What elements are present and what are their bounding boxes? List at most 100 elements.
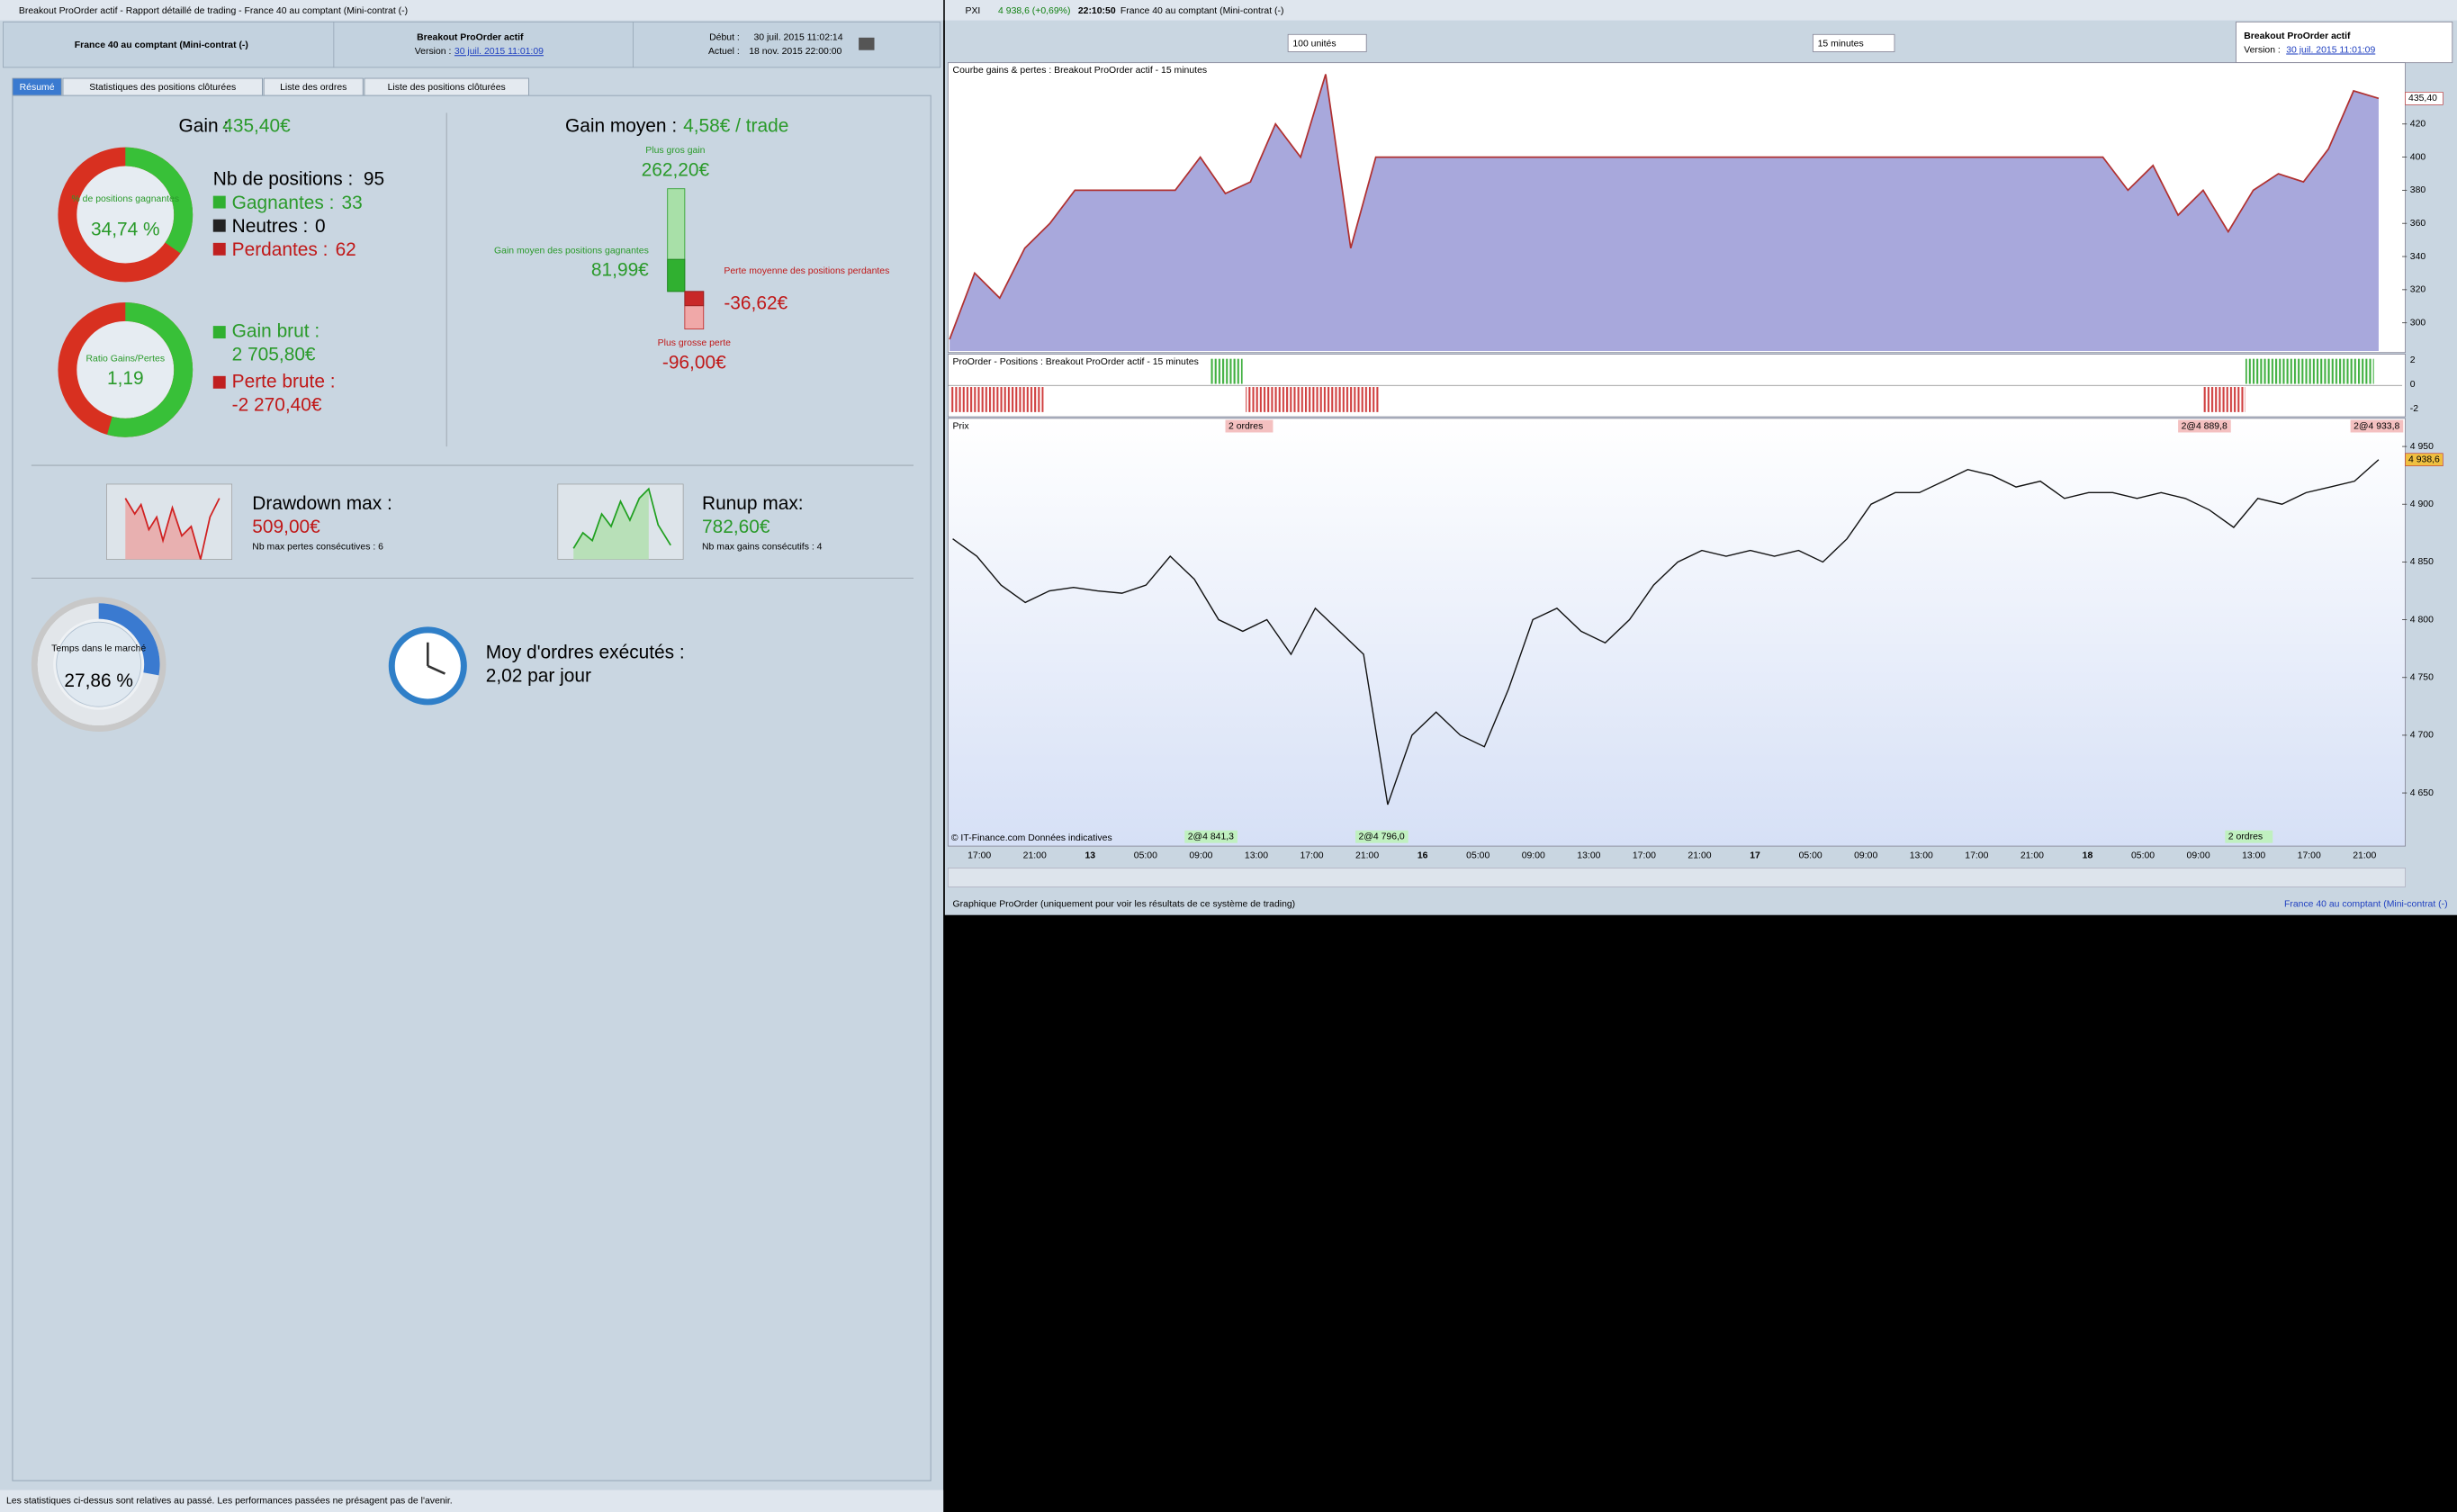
y-tick-label: 0 — [2410, 380, 2416, 390]
period-select[interactable] — [1812, 33, 1895, 52]
ratio-title: Ratio Gains/Pertes — [86, 354, 165, 364]
right-footer-link[interactable]: France 40 au comptant (Mini-contrat (-) — [2284, 899, 2448, 909]
equity-title: Courbe gains & pertes : Breakout ProOrde… — [953, 66, 1208, 76]
start-label: Début : — [709, 33, 740, 43]
worst: -96,00€ — [662, 352, 726, 373]
y-tick-label: 300 — [2410, 318, 2426, 328]
y-tick-label: 320 — [2410, 285, 2426, 295]
order-label: 2@4 933,8 — [2354, 421, 2399, 431]
ratio: 1,19 — [107, 368, 144, 389]
market-title: Temps dans le marché — [51, 644, 146, 654]
x-tick-label: 09:00 — [1189, 850, 1212, 860]
x-tick-label: 13:00 — [1245, 850, 1268, 860]
x-tick-label: 13 — [1084, 850, 1095, 860]
y-tick-label: 360 — [2410, 219, 2426, 229]
runup: 782,60€ — [702, 517, 770, 537]
avg-gain: 4,58€ / trade — [683, 116, 788, 137]
version[interactable]: 30 juil. 2015 11:01:09 — [454, 47, 544, 57]
size-select[interactable] — [1287, 33, 1367, 52]
y-tick-label: 4 650 — [2410, 788, 2434, 798]
positions-label: Nb de positions : — [213, 169, 354, 190]
right-title: France 40 au comptant (Mini-contrat (-) — [1120, 6, 1284, 16]
last-value: 4 938,6 — [2408, 454, 2440, 464]
x-tick-label: 05:00 — [1799, 850, 1822, 860]
last-value-box — [2405, 453, 2444, 467]
x-tick-label: 21:00 — [2020, 850, 2044, 860]
x-tick-label: 16 — [1418, 850, 1428, 860]
order-label: 2@4 796,0 — [1359, 832, 1405, 842]
win-pct: 34,74 % — [91, 219, 160, 239]
orders-label: Moy d'ordres exécutés : — [486, 642, 685, 662]
order-tag — [1184, 830, 1238, 843]
version-label: Version : — [415, 47, 452, 57]
order-label: 2 ordres — [1228, 421, 1263, 431]
x-tick-label: 17:00 — [1633, 850, 1656, 860]
gross-gain: 2 705,80€ — [232, 345, 316, 365]
line — [949, 74, 2380, 340]
donut-bg — [68, 313, 182, 427]
x-tick-label: 05:00 — [1466, 850, 1490, 860]
market-time: 27,86 % — [64, 670, 133, 691]
x-tick-label: 17:00 — [1965, 850, 1988, 860]
y-tick-label: 420 — [2410, 120, 2426, 130]
drawdown: 509,00€ — [252, 517, 320, 537]
neutral-label: Neutres : — [232, 216, 309, 237]
best: 262,20€ — [642, 159, 710, 180]
content-panel — [12, 94, 932, 1481]
gross-loss-label: Perte brute : — [232, 371, 336, 392]
x-tick-label: 18 — [2083, 850, 2093, 860]
system: Breakout ProOrder actif — [417, 33, 524, 43]
y-tick-label: 4 900 — [2410, 500, 2434, 509]
version[interactable]: 30 juil. 2015 11:01:09 — [2286, 45, 2375, 55]
line — [952, 459, 2380, 806]
header — [3, 21, 941, 68]
order-label: 2@4 889,8 — [2182, 421, 2228, 431]
y-tick-label: 4 850 — [2410, 557, 2434, 567]
current: 18 nov. 2015 22:00:00 — [749, 47, 842, 57]
x-tick-label: 17:00 — [968, 850, 991, 860]
current-label: Actuel : — [708, 47, 740, 57]
version-label: Version : — [2244, 45, 2281, 55]
period: 15 minutes — [1818, 40, 1864, 50]
order-label: 2@4 841,3 — [1188, 832, 1234, 842]
ring-arc — [37, 603, 160, 726]
x-tick-label: 05:00 — [2131, 850, 2155, 860]
order-tag — [2225, 830, 2273, 843]
x-tick-label: 05:00 — [1134, 850, 1157, 860]
instrument: France 40 au comptant (Mini-contrat (-) — [75, 40, 248, 50]
last-value-box — [2405, 92, 2444, 105]
avg-loss-label: Perte moyenne des positions perdantes — [724, 266, 889, 276]
avg-loss: -36,62€ — [724, 292, 788, 313]
tab-label: Liste des ordres — [280, 83, 346, 93]
avg-win: 81,99€ — [591, 260, 649, 281]
y-tick-label: -2 — [2410, 404, 2418, 414]
y-tick-label: 4 700 — [2410, 731, 2434, 741]
x-tick-label: 13:00 — [2242, 850, 2265, 860]
gain-label: Gain : — [178, 116, 229, 137]
avg-gain-label: Gain moyen : — [565, 116, 677, 137]
x-tick-label: 21:00 — [1023, 850, 1047, 860]
print-icon[interactable] — [859, 37, 875, 50]
donut-bg — [68, 158, 182, 272]
order-tag — [1225, 419, 1274, 433]
system: Breakout ProOrder actif — [2244, 32, 2351, 41]
x-tick-label: 17 — [1750, 850, 1760, 860]
ring-arc — [58, 147, 194, 283]
x-tick-label: 21:00 — [2353, 850, 2376, 860]
drawdown-note: Nb max pertes consécutives : 6 — [252, 542, 383, 552]
gain-bar — [684, 291, 705, 307]
x-tick-label: 09:00 — [1522, 850, 1545, 860]
y-tick-label: 380 — [2410, 185, 2426, 195]
winners-label: Gagnantes : — [232, 193, 335, 213]
neutral: 0 — [315, 216, 326, 237]
left-footer: Les statistiques ci-dessus sont relative… — [6, 1497, 453, 1507]
y-tick-label: 4 800 — [2410, 615, 2434, 625]
gross-loss: -2 270,40€ — [232, 394, 322, 415]
y-tick-label: 400 — [2410, 152, 2426, 162]
right-footer: Graphique ProOrder (uniquement pour voir… — [953, 899, 1296, 909]
order-label: 2 ordres — [2228, 832, 2263, 842]
worst-label: Plus grosse perte — [658, 338, 731, 348]
area — [950, 74, 2379, 351]
x-tick-label: 21:00 — [1355, 850, 1379, 860]
